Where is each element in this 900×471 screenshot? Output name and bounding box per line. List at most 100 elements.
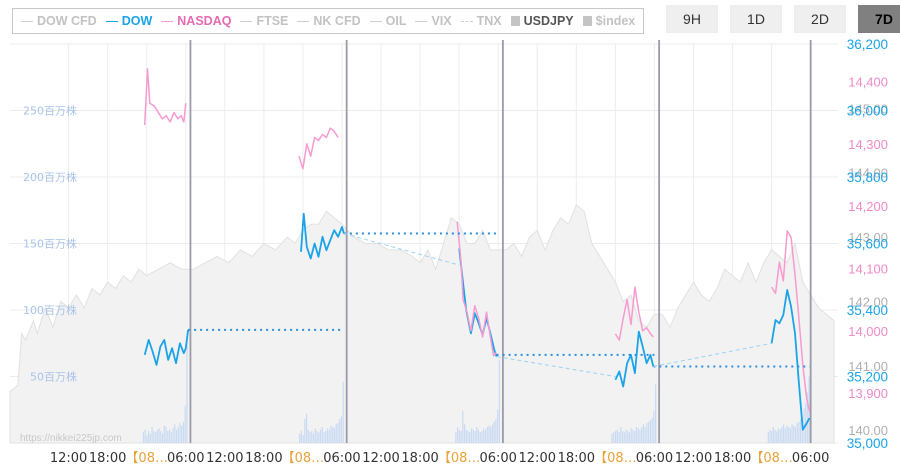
nasdaq-tick-label: 14,000 (848, 324, 888, 339)
volume-bar (460, 431, 462, 443)
x-tick-label: 12:00 (50, 451, 87, 466)
legend-swatch-nkcfd (297, 20, 310, 22)
volume-tick-label: 150百万株 (23, 237, 77, 251)
volume-bar (805, 403, 807, 443)
legend-item-vix[interactable]: VIX (415, 14, 452, 28)
volume-bar (646, 423, 648, 443)
volume-bar (340, 416, 343, 443)
legend-item-tnx[interactable]: TNX (460, 14, 502, 28)
volume-bar (628, 432, 631, 443)
nasdaq-line (298, 127, 339, 170)
volume-bar (644, 427, 646, 443)
x-tick-label: 12:00 (206, 451, 243, 466)
volume-bar (613, 432, 615, 443)
usdjpy-tick-label: 140.00 (848, 423, 888, 438)
nasdaq-line (143, 68, 187, 126)
legend-item-oil[interactable]: OIL (369, 14, 406, 28)
legend-item-nasdaq[interactable]: NASDAQ (161, 14, 231, 28)
volume-bar (614, 431, 617, 443)
legend-swatch-sindex (582, 16, 592, 26)
x-tick-label: 12:00 (362, 451, 399, 466)
range-button-1d[interactable]: 1D (730, 5, 782, 33)
volume-bar (771, 431, 773, 443)
legend-swatch-nasdaq (161, 20, 174, 22)
volume-bar (458, 429, 460, 443)
volume-bar (776, 431, 778, 443)
volume-bar (330, 425, 332, 443)
legend-item-usdjpy[interactable]: USDJPY (510, 14, 574, 28)
volume-bar (777, 428, 780, 443)
legend-swatch-ftse (240, 20, 253, 22)
volume-bar (639, 429, 641, 443)
legend-item-sindex[interactable]: $index (582, 14, 635, 28)
volume-bar (493, 421, 495, 443)
chart-legend: DOW CFD DOW NASDAQ FTSE NK CFD OIL VIX TNX USDJP… (12, 8, 644, 34)
dow-tick-label: 36,200 (847, 37, 888, 52)
volume-bar (784, 428, 786, 443)
legend-item-dowcfd[interactable]: DOW CFD (21, 14, 97, 28)
volume-bar (649, 420, 652, 443)
volume-bar (621, 431, 624, 443)
usdjpy-tick-label: 142.00 (848, 294, 888, 309)
nasdaq-tick-label: 13,900 (848, 386, 888, 401)
usdjpy-tick-label: 144.00 (848, 166, 888, 181)
volume-bar (174, 424, 176, 443)
x-tick-label: 06:00 (636, 451, 673, 466)
volume-bar (337, 423, 339, 443)
volume-tick-label: 50百万株 (30, 370, 77, 384)
volume-bar (325, 431, 327, 443)
dow-cfd-dashed-line (496, 356, 616, 377)
volume-bar (179, 423, 181, 443)
dow-cfd-dashed-line (343, 233, 460, 266)
range-button-9h[interactable]: 9H (666, 5, 718, 33)
nasdaq-tick-label: 14,300 (848, 137, 888, 152)
volume-bar (788, 427, 790, 443)
volume-bar (488, 425, 490, 443)
volume-bar (318, 432, 320, 443)
volume-bar (311, 431, 313, 443)
volume-bar (299, 433, 301, 443)
volume-tick-label: 200百万株 (23, 170, 77, 184)
volume-bar (498, 360, 501, 443)
legend-item-nkcfd[interactable]: NK CFD (297, 14, 361, 28)
volume-bar (307, 429, 309, 443)
volume-bar (156, 429, 158, 443)
volume-tick-label: 250百万株 (23, 104, 77, 118)
volume-bar (616, 429, 618, 443)
x-tick-label: 12:00 (519, 451, 556, 466)
volume-bar (186, 343, 188, 443)
volume-bar (158, 428, 160, 443)
volume-bar (627, 431, 629, 443)
volume-bar (789, 428, 791, 443)
range-button-7d[interactable]: 7D (858, 5, 900, 33)
dow-line (614, 330, 655, 388)
volume-bar (635, 427, 638, 443)
volume-bar (474, 431, 476, 443)
x-tick-label: 【08… (594, 451, 637, 466)
legend-swatch-dow (105, 20, 118, 22)
range-button-2d[interactable]: 2D (794, 5, 846, 33)
volume-bar (182, 421, 185, 443)
volume-bar (142, 432, 144, 443)
legend-swatch-tnx (460, 20, 473, 22)
volume-bar (319, 429, 322, 443)
nasdaq-tick-label: 14,200 (848, 199, 888, 214)
volume-bar (149, 433, 151, 443)
x-tick-label: 06:00 (323, 451, 360, 466)
volume-bar (634, 431, 636, 443)
volume-bar (481, 431, 483, 443)
volume-bar (648, 421, 650, 443)
dow-tick-label: 35,000 (847, 436, 888, 451)
volume-bar (618, 432, 620, 443)
volume-bar (305, 413, 308, 443)
legend-label-usdjpy: USDJPY (523, 14, 574, 28)
volume-bar (146, 435, 148, 443)
volume-bar (335, 424, 337, 443)
volume-bar (786, 425, 788, 443)
volume-bar (342, 381, 344, 443)
legend-item-dow[interactable]: DOW (105, 14, 152, 28)
volume-bar (632, 429, 634, 443)
volume-bar (794, 427, 797, 443)
legend-item-ftse[interactable]: FTSE (240, 14, 288, 28)
